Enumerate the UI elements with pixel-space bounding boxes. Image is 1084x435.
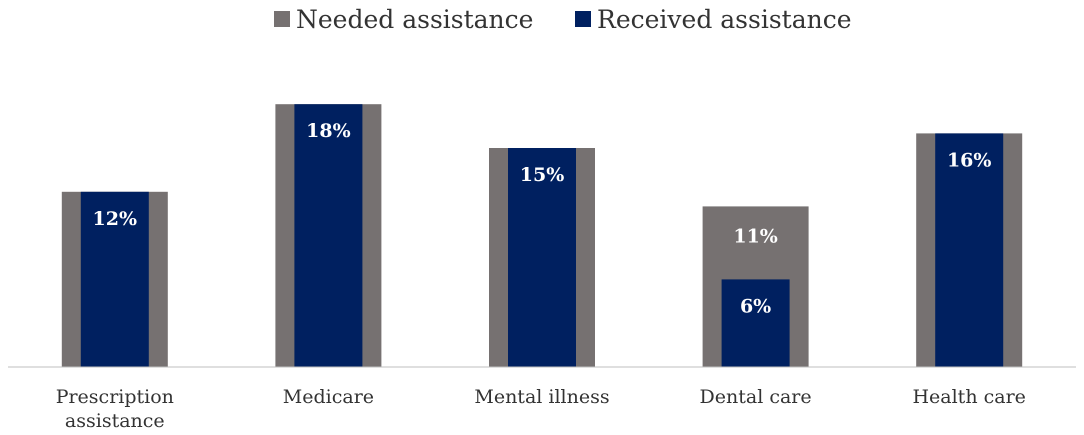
bar-received-dental-care (721, 279, 790, 367)
x-tick-label-dental-care: Dental care (700, 386, 812, 408)
data-label-received-health-care: 16% (947, 149, 992, 171)
data-label-received-dental-care: 6% (740, 295, 771, 317)
x-tick-label-prescription-assistance-line-2: assistance (65, 410, 165, 432)
data-label-received-prescription-assistance: 12% (93, 208, 138, 230)
legend-swatch-received (575, 11, 591, 27)
x-tick-label-medicare: Medicare (283, 386, 374, 408)
legend-swatch-needed (274, 11, 290, 27)
bar-received-mental-illness (508, 148, 576, 367)
plot-area: 12% 18% 15% 11% 6% 16% (61, 104, 1023, 367)
bar-received-medicare (294, 104, 363, 367)
data-label-needed-dental-care: 11% (733, 225, 778, 247)
bar-received-prescription-assistance (80, 191, 149, 367)
legend-label-received: Received assistance (597, 5, 852, 34)
x-tick-label-mental-illness: Mental illness (474, 386, 609, 408)
data-label-received-mental-illness: 15% (520, 164, 565, 186)
bar-received-health-care (935, 133, 1004, 367)
x-tick-label-health-care: Health care (912, 386, 1025, 408)
data-label-received-medicare: 18% (306, 120, 351, 142)
x-tick-label-prescription-assistance-line-1: Prescription (56, 386, 174, 408)
legend: Needed assistance Received assistance (274, 5, 852, 34)
legend-label-needed: Needed assistance (296, 5, 533, 34)
